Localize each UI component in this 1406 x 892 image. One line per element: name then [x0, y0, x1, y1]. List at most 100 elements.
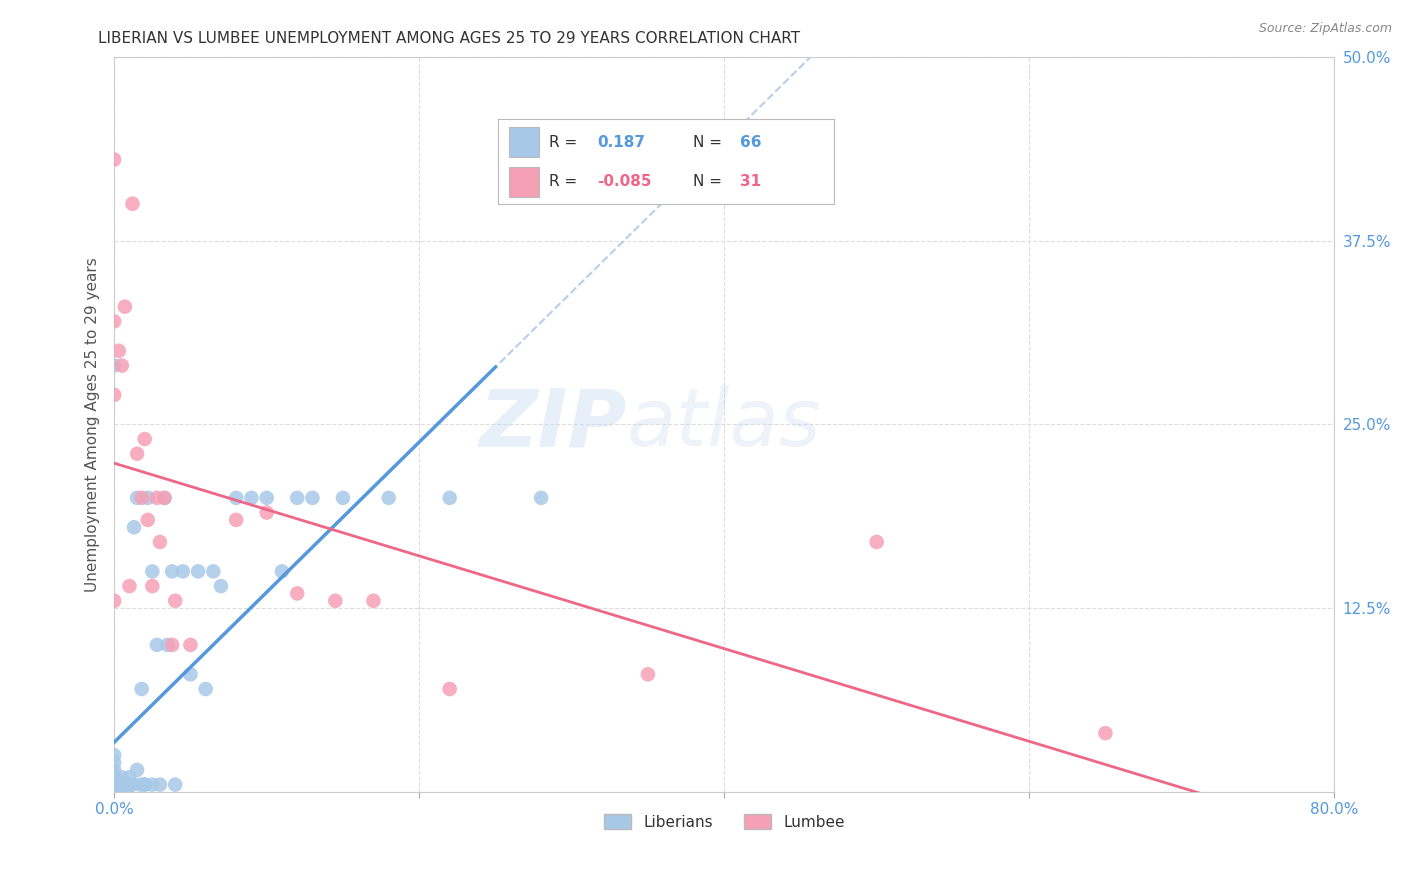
- Point: [103, 785, 125, 799]
- Point: [285, 491, 308, 505]
- Point: [141, 579, 163, 593]
- Point: [187, 565, 209, 579]
- Point: [103, 388, 125, 402]
- Point: [202, 565, 225, 579]
- Point: [122, 520, 145, 534]
- Point: [131, 491, 153, 505]
- Point: [125, 491, 148, 505]
- Point: [107, 778, 129, 792]
- Point: [111, 785, 134, 799]
- Point: [103, 748, 125, 763]
- Point: [111, 780, 134, 795]
- Point: [240, 491, 263, 505]
- Point: [118, 770, 141, 784]
- Point: [107, 785, 129, 799]
- Point: [125, 447, 148, 461]
- Point: [194, 681, 217, 696]
- Point: [225, 491, 247, 505]
- Point: [103, 153, 125, 167]
- Point: [637, 667, 659, 681]
- Point: [149, 778, 172, 792]
- Point: [134, 778, 156, 792]
- Legend: Liberians, Lumbee: Liberians, Lumbee: [598, 807, 851, 836]
- Point: [301, 491, 323, 505]
- Point: [103, 785, 125, 799]
- Point: [118, 579, 141, 593]
- Point: [103, 763, 125, 777]
- Point: [439, 491, 461, 505]
- Point: [103, 785, 125, 799]
- Point: [209, 579, 232, 593]
- Point: [115, 785, 138, 799]
- Point: [165, 778, 187, 792]
- Point: [115, 778, 138, 792]
- Point: [160, 565, 183, 579]
- Point: [160, 638, 183, 652]
- Point: [141, 778, 163, 792]
- Point: [103, 756, 125, 770]
- Point: [439, 681, 461, 696]
- Point: [103, 767, 125, 781]
- Point: [271, 565, 294, 579]
- Point: [285, 586, 308, 600]
- Point: [125, 763, 148, 777]
- Point: [103, 780, 125, 795]
- Point: [111, 770, 134, 784]
- Point: [103, 773, 125, 788]
- Point: [103, 594, 125, 608]
- Point: [111, 359, 134, 373]
- Point: [134, 432, 156, 446]
- Point: [114, 778, 136, 792]
- Point: [129, 778, 152, 792]
- Point: [530, 491, 553, 505]
- Point: [332, 491, 354, 505]
- Point: [134, 778, 156, 792]
- Point: [256, 506, 278, 520]
- Point: [103, 785, 125, 799]
- Point: [103, 785, 125, 799]
- Point: [153, 491, 176, 505]
- Point: [103, 785, 125, 799]
- Point: [121, 778, 143, 792]
- Point: [149, 535, 172, 549]
- Point: [179, 638, 201, 652]
- Point: [377, 491, 399, 505]
- Point: [153, 491, 176, 505]
- Point: [103, 314, 125, 328]
- Point: [165, 594, 187, 608]
- Point: [179, 667, 201, 681]
- Point: [323, 594, 346, 608]
- Point: [103, 773, 125, 788]
- Point: [866, 535, 889, 549]
- Point: [363, 594, 385, 608]
- Text: Source: ZipAtlas.com: Source: ZipAtlas.com: [1258, 22, 1392, 36]
- Point: [103, 770, 125, 784]
- Point: [136, 491, 159, 505]
- Point: [146, 638, 169, 652]
- Point: [114, 300, 136, 314]
- Point: [256, 491, 278, 505]
- Text: ZIP: ZIP: [479, 385, 627, 463]
- Point: [103, 770, 125, 784]
- Point: [103, 785, 125, 799]
- Point: [103, 359, 125, 373]
- Point: [103, 778, 125, 792]
- Point: [156, 638, 179, 652]
- Point: [141, 565, 163, 579]
- Point: [103, 780, 125, 795]
- Y-axis label: Unemployment Among Ages 25 to 29 years: Unemployment Among Ages 25 to 29 years: [86, 257, 100, 591]
- Point: [103, 778, 125, 792]
- Point: [136, 513, 159, 527]
- Point: [172, 565, 194, 579]
- Point: [1094, 726, 1116, 740]
- Point: [103, 778, 125, 792]
- Point: [225, 513, 247, 527]
- Text: atlas: atlas: [627, 385, 821, 463]
- Point: [103, 785, 125, 799]
- Point: [146, 491, 169, 505]
- Text: LIBERIAN VS LUMBEE UNEMPLOYMENT AMONG AGES 25 TO 29 YEARS CORRELATION CHART: LIBERIAN VS LUMBEE UNEMPLOYMENT AMONG AG…: [98, 31, 800, 46]
- Point: [131, 681, 153, 696]
- Point: [121, 196, 143, 211]
- Point: [118, 778, 141, 792]
- Point: [103, 785, 125, 799]
